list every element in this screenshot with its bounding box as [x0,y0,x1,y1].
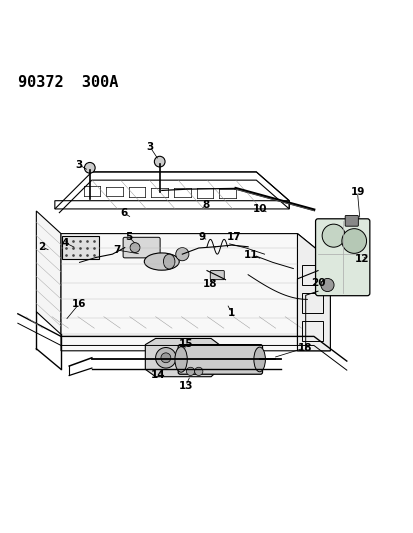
FancyBboxPatch shape [62,237,99,259]
Text: 16: 16 [71,300,86,309]
Circle shape [186,367,194,375]
Text: 6: 6 [120,208,127,218]
Circle shape [321,224,344,247]
Text: 9: 9 [198,232,205,242]
Ellipse shape [144,253,179,270]
Circle shape [155,348,176,368]
Text: 18: 18 [202,279,217,289]
FancyBboxPatch shape [123,237,160,258]
Polygon shape [61,233,330,351]
Circle shape [341,229,366,253]
Circle shape [320,278,333,292]
Text: 11: 11 [243,250,257,260]
FancyBboxPatch shape [210,271,224,280]
FancyBboxPatch shape [315,219,369,296]
Text: 4: 4 [61,238,69,248]
Circle shape [154,156,165,167]
Bar [301,293,322,312]
Text: 20: 20 [310,278,325,288]
Text: 3: 3 [75,159,82,169]
Text: 10: 10 [253,204,267,214]
Text: 3: 3 [146,142,154,152]
Ellipse shape [253,347,265,372]
Polygon shape [297,233,330,351]
Text: 17: 17 [226,232,241,242]
Text: 13: 13 [178,381,192,391]
Text: 90372  300A: 90372 300A [18,75,118,90]
Ellipse shape [163,254,175,269]
Circle shape [194,367,202,375]
Bar [301,321,322,341]
Bar [301,265,322,285]
Ellipse shape [175,346,187,372]
Circle shape [130,243,140,253]
Circle shape [84,163,95,173]
Text: 12: 12 [354,254,368,264]
FancyBboxPatch shape [344,215,358,226]
Polygon shape [145,338,219,377]
Text: 18: 18 [297,343,311,353]
Text: 2: 2 [38,242,45,252]
Text: 19: 19 [349,188,364,198]
Circle shape [176,248,188,261]
Text: 15: 15 [178,339,192,349]
Circle shape [161,353,171,363]
Polygon shape [36,211,61,334]
Text: 5: 5 [125,232,132,242]
FancyBboxPatch shape [178,345,262,374]
Text: 14: 14 [151,370,165,381]
Text: 8: 8 [202,200,209,210]
Text: 7: 7 [114,245,121,255]
Text: 1: 1 [228,308,235,318]
